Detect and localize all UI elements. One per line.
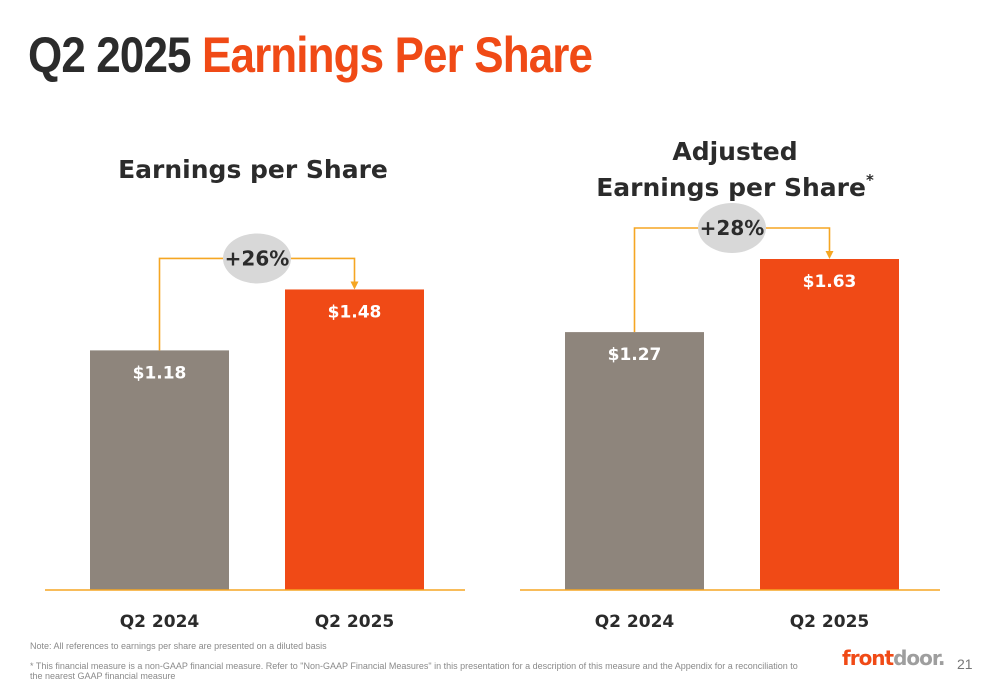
growth-arrowhead — [825, 251, 834, 259]
logo-part-front: front — [842, 646, 894, 670]
x-tick-label: Q2 2025 — [790, 612, 870, 632]
growth-badge — [698, 203, 766, 253]
title-accent: Earnings Per Share — [202, 27, 593, 83]
frontdoor-logo: frontdoor. — [842, 646, 946, 670]
chart-title: Earnings per Share — [118, 155, 388, 184]
x-tick-label: Q2 2024 — [595, 612, 675, 632]
page-title: Q2 2025 Earnings Per Share — [28, 26, 593, 84]
bar-q2-2024 — [90, 350, 229, 590]
x-tick-label: Q2 2024 — [120, 612, 200, 632]
eps-chart: Earnings per Share $1.18 Q2 2024 $1.48 Q2 20… — [45, 155, 465, 632]
data-label: $1.18 — [133, 363, 187, 383]
bar-q2-2025 — [285, 289, 424, 590]
chart-title-line: Adjusted — [672, 137, 797, 166]
growth-arrowhead — [350, 281, 359, 290]
data-label: $1.27 — [608, 345, 662, 365]
adjusted-eps-chart: Adjusted Earnings per Share* $1.27 Q2 2024 $… — [520, 137, 940, 632]
growth-badge — [223, 233, 291, 284]
title-lead: Q2 2025 — [28, 27, 192, 83]
non-gaap-asterisk: * — [866, 171, 874, 189]
data-label: $1.48 — [328, 302, 382, 322]
x-tick-label: Q2 2025 — [315, 612, 395, 632]
logo-part-door: door. — [893, 646, 945, 670]
page-number: 21 — [957, 656, 973, 672]
bar-q2-2025 — [760, 259, 899, 590]
non-gaap-footnote: * This financial measure is a non-GAAP f… — [30, 661, 798, 681]
diluted-basis-note: Note: All references to earnings per sha… — [30, 641, 327, 651]
chart-title-line: Earnings per Share* — [596, 171, 874, 202]
data-label: $1.63 — [803, 272, 857, 292]
growth-label: +26% — [225, 246, 290, 270]
bar-q2-2024 — [565, 332, 704, 590]
growth-label: +28% — [700, 216, 765, 240]
